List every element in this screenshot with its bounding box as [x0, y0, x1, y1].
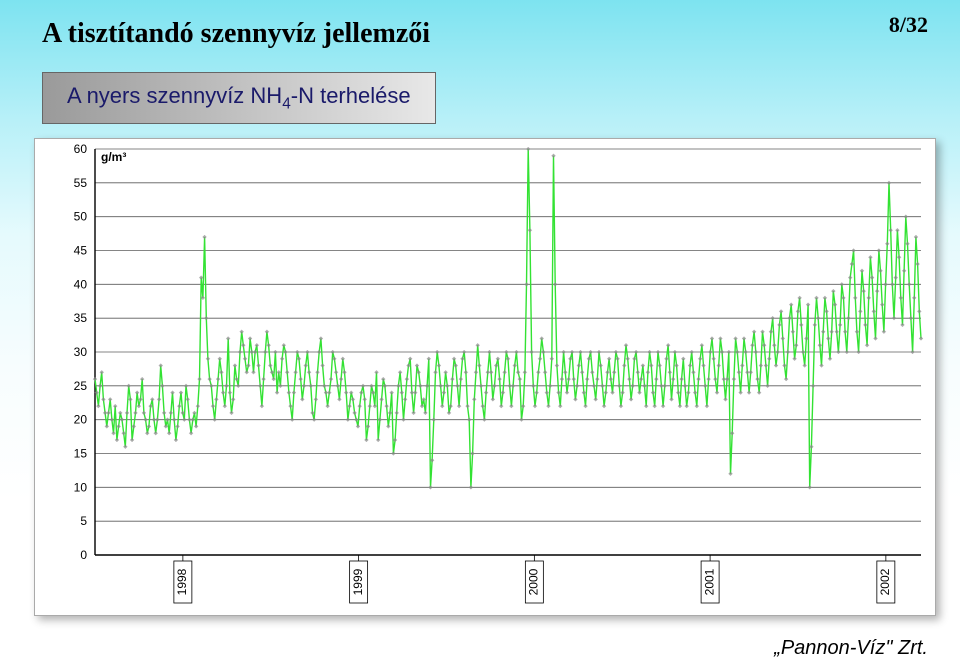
- svg-text:5: 5: [80, 514, 87, 528]
- slide-page: A tisztítandó szennyvíz jellemzői 8/32 A…: [0, 0, 960, 668]
- svg-text:15: 15: [74, 447, 88, 461]
- svg-text:2002: 2002: [878, 568, 892, 595]
- nh4-chart: 051015202530354045505560g/m³199719981999…: [35, 139, 935, 615]
- svg-text:55: 55: [74, 176, 88, 190]
- svg-text:35: 35: [74, 311, 88, 325]
- svg-text:40: 40: [74, 277, 88, 291]
- chart-container: 051015202530354045505560g/m³199719981999…: [34, 138, 936, 616]
- svg-text:45: 45: [74, 244, 88, 258]
- page-title: A tisztítandó szennyvíz jellemzői: [42, 18, 430, 50]
- svg-text:1998: 1998: [175, 568, 189, 595]
- svg-text:2001: 2001: [702, 568, 716, 595]
- svg-text:1999: 1999: [351, 568, 365, 595]
- svg-text:0: 0: [80, 548, 87, 562]
- svg-text:30: 30: [74, 345, 88, 359]
- svg-text:10: 10: [74, 480, 88, 494]
- svg-text:g/m³: g/m³: [101, 150, 126, 164]
- subtitle-badge: A nyers szennyvíz NH4-N terhelése: [42, 72, 436, 124]
- page-number: 8/32: [889, 12, 928, 38]
- svg-text:2000: 2000: [527, 568, 541, 595]
- svg-text:50: 50: [74, 210, 88, 224]
- svg-text:60: 60: [74, 142, 88, 156]
- svg-text:25: 25: [74, 379, 88, 393]
- footer-brand: „Pannon-Víz" Zrt.: [774, 637, 928, 660]
- svg-text:20: 20: [74, 413, 88, 427]
